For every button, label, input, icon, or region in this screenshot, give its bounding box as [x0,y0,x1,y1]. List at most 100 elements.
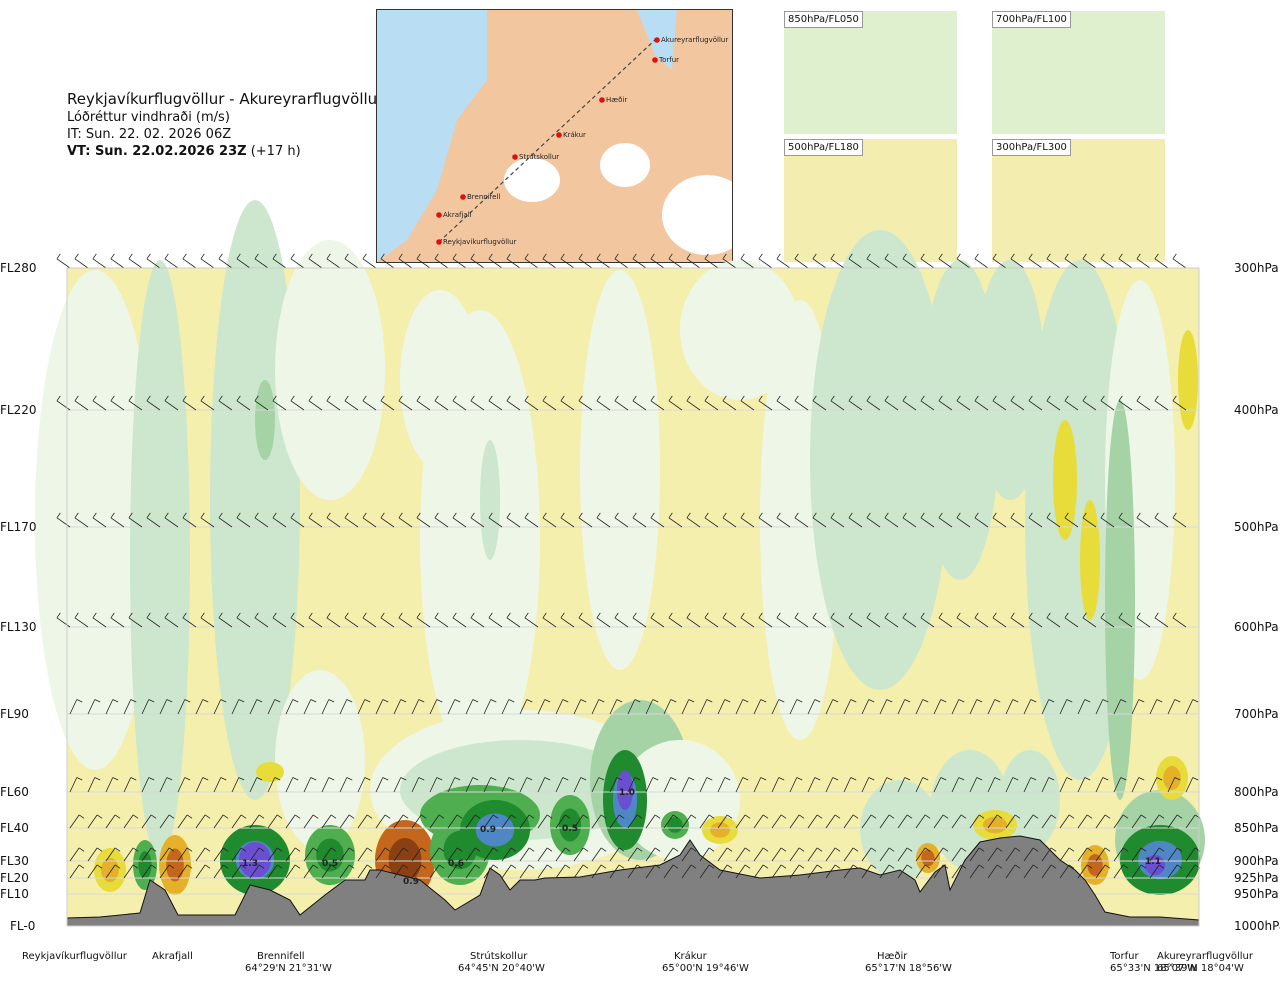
wind-barb [1010,512,1025,528]
route-line [438,37,658,243]
wind-barb [699,864,715,879]
wind-barb [681,699,695,715]
wind-barb [231,777,245,793]
wind-barb [447,777,461,793]
wind-barb [195,847,211,862]
wind-barb [1167,847,1183,862]
wind-barb [627,699,641,715]
wind-barb [393,847,409,862]
wind-barb [1059,699,1073,715]
wind-barb [146,253,161,269]
wind-barb [69,864,85,879]
wind-barb [303,699,317,715]
wind-barb [848,395,863,411]
field-cell-core [667,817,683,833]
wind-barb [632,395,647,411]
wind-barb [1077,777,1091,793]
wind-barb [506,395,521,411]
field-cell [94,848,126,892]
plot-background [67,268,1199,926]
wind-barb [123,777,137,793]
wind-barb [308,612,323,628]
route-point-marker [460,194,466,200]
wind-barb [951,847,967,862]
route-point-marker [652,57,658,63]
wind-barb [933,847,949,862]
wind-barb [686,612,701,628]
wind-barb [483,864,499,879]
wind-barb [321,777,335,793]
wind-barb [650,512,665,528]
wind-barb [1172,395,1187,411]
wind-barb [249,847,265,862]
wind-barb [141,814,157,829]
wind-barb [429,814,445,829]
flight-level-label: FL280 [0,261,37,275]
wind-barb [380,612,395,628]
wind-barb [1023,814,1039,829]
wind-barb [501,699,515,715]
wind-barb [285,847,301,862]
wind-barb [1023,864,1039,879]
wind-barb [668,512,683,528]
pressure-level-label: 400hPa [1234,403,1279,417]
wind-barb [123,814,139,829]
wind-barb [663,699,677,715]
wind-barb [627,847,643,862]
wind-barb [1095,814,1111,829]
wind-barb [326,512,341,528]
wind-barb [789,814,805,829]
wind-barb [87,864,103,879]
wind-barb [128,395,143,411]
flight-level-label: FL60 [0,785,29,799]
wind-barb [1023,847,1039,862]
wind-barb [92,612,107,628]
wind-barb [1095,699,1109,715]
wind-barb [1172,612,1187,628]
wind-barb [632,612,647,628]
wind-barb [218,512,233,528]
wind-barb [375,864,391,879]
wind-barb [182,612,197,628]
wind-barb [128,253,143,269]
field-blob [1080,500,1100,620]
wind-barb [789,847,805,862]
valid-lead: (+17 h) [250,144,301,159]
wind-barb [951,814,967,829]
location-name: Strútskollur [470,951,528,962]
wind-barb [519,847,535,862]
issue-time: IT: Sun. 22. 02. 2026 06Z [67,127,232,142]
wind-barb [969,777,983,793]
wind-barb [339,777,353,793]
wind-barb [753,699,767,715]
wind-barb [267,864,283,879]
wind-barb [141,777,155,793]
wind-barb [987,814,1003,829]
wind-barb [290,512,305,528]
field-blob [1000,750,1060,850]
field-cell-core [620,779,630,801]
wind-barb [1100,612,1115,628]
wind-barb [596,512,611,528]
plot-frame [66,267,1200,927]
wind-barb [573,814,589,829]
wind-barb [344,395,359,411]
wind-barb [825,864,841,879]
wind-barb [159,699,173,715]
wind-barb [555,864,571,879]
field-cell-core [101,857,119,883]
contour-label: 0.6 [448,859,464,869]
wind-barb [915,777,929,793]
wind-barb [717,777,731,793]
wind-barb [861,777,875,793]
wind-barbs [56,253,1201,879]
wind-barb [717,814,733,829]
wind-barb [969,864,985,879]
field-blob [1178,330,1198,430]
wind-barb [825,777,839,793]
wind-barb [807,777,821,793]
wind-barb [969,847,985,862]
wind-barb [920,612,935,628]
wind-barb [758,612,773,628]
wind-barb [1131,699,1145,715]
